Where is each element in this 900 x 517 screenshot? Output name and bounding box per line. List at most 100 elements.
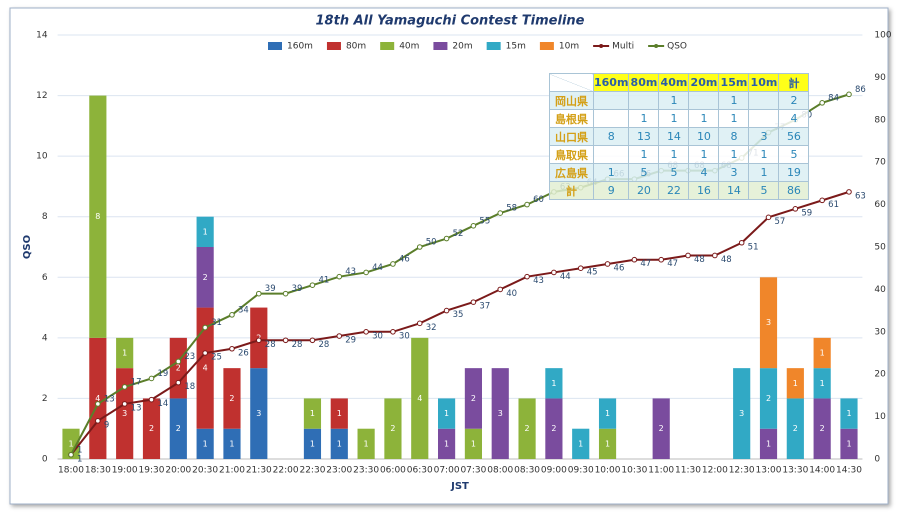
line-value-label: 60 [533, 195, 544, 205]
bar-value-label: 2 [203, 273, 208, 282]
line-marker [416, 244, 423, 250]
bar-value-label: 1 [310, 409, 315, 418]
y2-tick-label: 100 [874, 31, 891, 41]
line-value-label: 35 [453, 310, 464, 320]
bar-value-label: 1 [337, 409, 342, 418]
line-value-label: 46 [399, 254, 410, 264]
bar-value-label: 2 [551, 424, 556, 433]
bar-segment [652, 398, 670, 459]
bar-value-label: 3 [739, 409, 744, 418]
legend-label: 80m [346, 42, 366, 52]
x-tick-label: 09:00 [541, 466, 567, 476]
line-value-label: 41 [318, 276, 329, 286]
summary-table: 160m 80m 40m 20m 15m 10m 計岡山県 1 1 2 島根県 1 1 1 1 4 山口県 8 13… [549, 73, 810, 200]
row-header: 計 [549, 181, 594, 200]
line-marker [95, 418, 101, 424]
legend-swatch [380, 42, 395, 50]
y2-tick-label: 80 [874, 115, 886, 125]
table-cell: 19 [778, 163, 810, 182]
y-tick-label: 2 [42, 394, 48, 404]
table-cell [748, 109, 780, 128]
table-row: 山口県 8 13 14 10 8 3 56 [549, 127, 810, 146]
line-value-label: 50 [426, 238, 437, 248]
bar-value-label: 1 [364, 439, 369, 448]
line-marker [443, 307, 450, 314]
table-cell: 5 [628, 163, 660, 182]
line-value-label: 34 [238, 305, 249, 315]
x-tick-label: 21:30 [246, 466, 272, 476]
y2-tick-label: 40 [874, 285, 886, 295]
bar-segment [303, 428, 322, 459]
line-marker [202, 324, 208, 331]
y-tick-label: 14 [36, 31, 48, 41]
line-value-label: 43 [533, 276, 544, 286]
table-cell: 5 [778, 145, 810, 164]
bar-segment [813, 398, 831, 459]
bar-segment [196, 428, 214, 459]
table-cell: 3 [748, 127, 780, 146]
line-marker [68, 451, 74, 458]
bar-value-label: 4 [203, 364, 208, 373]
bar-segment [223, 428, 241, 459]
bar-value-label: 1 [605, 409, 610, 418]
x-tick-label: 12:30 [729, 466, 755, 476]
line-value-label: 9 [104, 420, 109, 430]
table-cell: 20 [628, 181, 660, 200]
line-value-label: 18 [184, 382, 195, 392]
line-value-label: 37 [479, 302, 490, 312]
bar-segment [438, 428, 456, 459]
line-value-label: 23 [184, 352, 195, 362]
bar-value-label: 3 [122, 409, 127, 418]
line-marker [524, 273, 530, 280]
legend-label: 40m [399, 42, 419, 52]
x-tick-label: 11:30 [675, 466, 701, 476]
table-cell: 1 [628, 109, 660, 128]
line-marker [148, 396, 155, 403]
line-marker [524, 201, 530, 208]
table-row: 広島県 1 5 5 4 3 1 19 [549, 163, 810, 182]
bar-segment [491, 368, 509, 459]
corner-cell [549, 73, 594, 92]
bar-value-label: 1 [203, 227, 208, 236]
line-marker [256, 337, 262, 344]
header-cell: 20m [688, 73, 720, 92]
table-cell: 13 [628, 127, 660, 146]
bar-value-label: 1 [444, 409, 449, 418]
table-cell: 1 [658, 91, 690, 110]
legend-label: 15m [506, 42, 526, 52]
bar-segment [759, 277, 778, 369]
x-tick-label: 10:30 [621, 466, 647, 476]
bar-value-label: 1 [229, 439, 234, 448]
bar-segment [357, 428, 375, 459]
line-marker [497, 286, 504, 293]
bar-segment [840, 398, 858, 429]
row-header: 山口県 [549, 127, 594, 146]
table-cell: 86 [778, 181, 810, 200]
bar-value-label: 2 [176, 424, 181, 433]
bar-value-label: 1 [846, 439, 851, 448]
legend-swatch [486, 42, 501, 50]
line-marker [202, 350, 208, 356]
line-value-label: 43 [345, 267, 356, 277]
bar-value-label: 2 [820, 424, 825, 433]
table-cell: 1 [748, 163, 780, 182]
bar-segment [89, 95, 107, 338]
series-line [70, 190, 850, 456]
line-marker [282, 290, 289, 297]
line-value-label: 25 [211, 353, 222, 363]
table-cell [688, 91, 720, 110]
line-marker [175, 358, 182, 365]
table-cell [592, 109, 630, 128]
line-value-label: 13 [104, 394, 115, 404]
bar-segment [196, 216, 214, 247]
x-tick-label: 06:00 [380, 466, 406, 476]
header-cell: 40m [658, 73, 690, 92]
line-value-label: 30 [372, 331, 383, 341]
table-cell: 8 [718, 127, 750, 146]
bar-value-label: 2 [471, 394, 476, 403]
line-marker [846, 189, 852, 195]
bar-value-label: 2 [766, 394, 771, 403]
line-marker [416, 320, 423, 327]
line-marker [309, 337, 316, 344]
